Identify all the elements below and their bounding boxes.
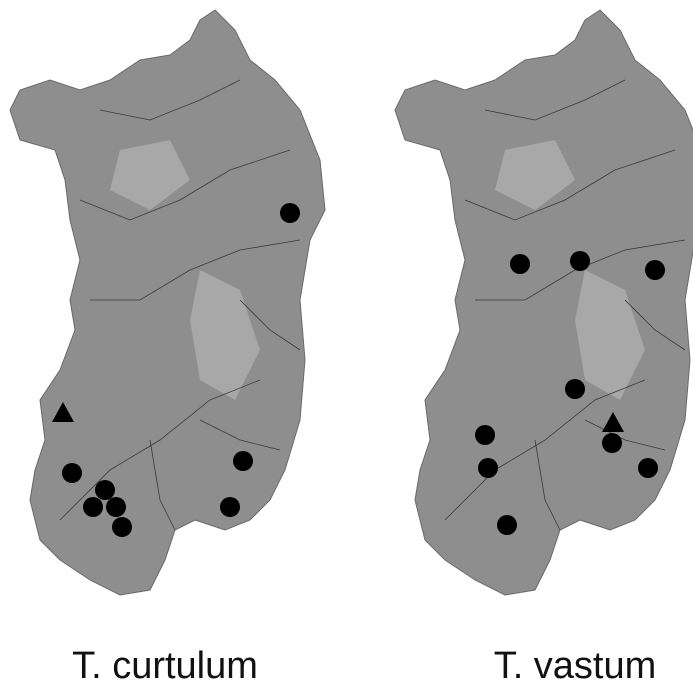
site [106,497,126,517]
site [645,260,665,280]
map-label: T. curtulum [72,645,258,687]
site [112,517,132,537]
site [497,515,517,535]
site [233,451,253,471]
island [10,10,325,595]
site [602,433,622,453]
site [510,254,530,274]
site [95,480,115,500]
site [475,425,495,445]
map-left [10,10,325,595]
map-label: T. vastum [494,645,657,687]
site [570,251,590,271]
site [62,463,82,483]
figure: T. curtulum T. vastum [0,0,693,691]
site [220,497,240,517]
site [83,497,103,517]
site [638,458,658,478]
site [565,379,585,399]
map-right [395,10,693,595]
island [395,10,693,595]
site [280,203,300,223]
site [478,458,498,478]
